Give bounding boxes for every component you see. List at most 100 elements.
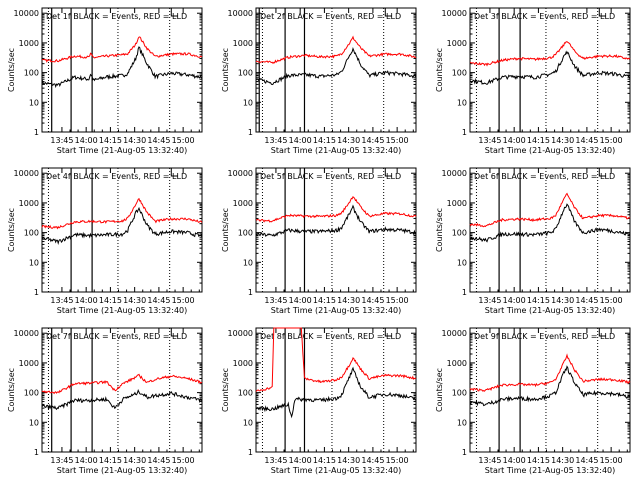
events-series-line [469,365,631,407]
x-tick-label: 14:00 [289,456,312,465]
x-tick-label: 14:00 [289,136,312,145]
panel-title: Det 2f BLACK = Events, RED = LLD [260,12,401,21]
x-tick-label: 14:15 [527,296,550,305]
y-tick-label: 1000 [19,199,39,208]
x-tick-label: 14:45 [147,296,170,305]
y-tick-label: 1000 [447,359,467,368]
panel-8: Det 8f BLACK = Events, RED = LLD 1 10 100 10… [221,327,417,475]
y-tick-label: 10000 [442,329,467,338]
y-tick-label: 1 [248,288,253,297]
x-tick-label: 14:30 [337,296,360,305]
y-tick-label: 10 [243,258,253,267]
y-tick-label: 1000 [233,199,253,208]
y-tick-label: 1 [248,128,253,137]
y-tick-label: 10000 [14,9,39,18]
x-axis-label: Start Time (21-Aug-05 13:32:40) [57,306,188,315]
x-axis-label: Start Time (21-Aug-05 13:32:40) [485,306,616,315]
lld-series-line [255,35,417,65]
x-tick-label: 14:45 [147,136,170,145]
x-axis-label: Start Time (21-Aug-05 13:32:40) [271,146,402,155]
x-tick-label: 15:00 [386,136,409,145]
lld-series-line [41,197,203,230]
lld-series-line [469,41,631,67]
x-axis-label: Start Time (21-Aug-05 13:32:40) [57,146,188,155]
x-tick-label: 13:45 [50,296,73,305]
y-tick-label: 10000 [442,169,467,178]
y-tick-label: 10000 [228,169,253,178]
x-tick-label: 14:00 [75,296,98,305]
y-axis-label: Counts/sec [221,208,230,252]
y-axis-label: Counts/sec [7,48,16,92]
x-tick-label: 14:30 [123,456,146,465]
events-series-line [41,389,203,411]
x-axis-label: Start Time (21-Aug-05 13:32:40) [271,306,402,315]
events-series-line [469,203,631,243]
y-tick-label: 1 [462,448,467,457]
x-tick-label: 14:30 [123,296,146,305]
y-tick-label: 1 [34,288,39,297]
y-tick-label: 100 [238,229,253,238]
x-tick-label: 15:00 [386,296,409,305]
corner-mark [598,168,606,177]
plot-frame [41,7,203,133]
x-tick-label: 13:45 [50,136,73,145]
panel-3: Det 3f BLACK = Events, RED = LLD 1 10 100 10… [435,7,631,155]
plot-frame [255,167,417,293]
y-tick-label: 10 [457,258,467,267]
x-tick-label: 14:15 [313,296,336,305]
x-tick-label: 13:45 [478,296,501,305]
lld-series-line [255,327,417,392]
y-tick-label: 10000 [228,9,253,18]
x-tick-label: 13:45 [264,296,287,305]
y-axis-label: Counts/sec [435,48,444,92]
plot-frame [255,327,417,453]
panel-2: Det 2f BLACK = Events, RED = LLD 1 10 100 10… [221,7,417,155]
x-tick-label: 14:30 [551,136,574,145]
y-axis-label: Counts/sec [7,208,16,252]
y-tick-label: 100 [24,389,39,398]
corner-mark [170,328,178,337]
corner-mark [598,328,606,337]
corner-mark [170,168,178,177]
panel-title: Det 8f BLACK = Events, RED = LLD [260,332,401,341]
y-tick-label: 10 [29,418,39,427]
x-tick-label: 14:00 [75,136,98,145]
x-axis-label: Start Time (21-Aug-05 13:32:40) [271,466,402,475]
lld-series-line [469,192,631,228]
plot-frame [41,167,203,293]
plot-frame [469,167,631,293]
y-tick-label: 100 [452,229,467,238]
x-tick-label: 14:30 [123,136,146,145]
x-axis-label: Start Time (21-Aug-05 13:32:40) [485,466,616,475]
y-axis-label: Counts/sec [221,368,230,412]
x-tick-label: 14:45 [361,456,384,465]
x-tick-label: 15:00 [600,296,623,305]
y-axis-label: Counts/sec [435,368,444,412]
x-tick-label: 14:45 [147,456,170,465]
panel-title: Det 7f BLACK = Events, RED = LLD [46,332,187,341]
x-tick-label: 13:45 [478,136,501,145]
x-tick-label: 14:00 [503,136,526,145]
lld-series-line [256,195,417,223]
x-tick-label: 14:15 [99,136,122,145]
y-tick-label: 100 [238,389,253,398]
y-axis-label: Counts/sec [221,48,230,92]
x-tick-label: 14:15 [313,456,336,465]
events-series-line [469,50,631,85]
y-tick-label: 100 [452,389,467,398]
y-axis-label: Counts/sec [435,208,444,252]
panel-1: Det 1f BLACK = Events, RED = LLD 1 10 100 10… [7,7,203,155]
x-tick-label: 14:45 [575,136,598,145]
x-tick-label: 15:00 [172,136,195,145]
x-tick-label: 14:15 [527,456,550,465]
y-tick-label: 10 [457,98,467,107]
panel-9: Det 9f BLACK = Events, RED = LLD 1 10 100 10… [435,327,631,475]
y-tick-label: 10 [243,418,253,427]
x-tick-label: 15:00 [172,456,195,465]
x-tick-label: 14:30 [551,296,574,305]
y-tick-label: 10000 [228,329,253,338]
x-tick-label: 14:00 [503,456,526,465]
plot-frame [469,327,631,453]
y-tick-label: 10000 [442,9,467,18]
